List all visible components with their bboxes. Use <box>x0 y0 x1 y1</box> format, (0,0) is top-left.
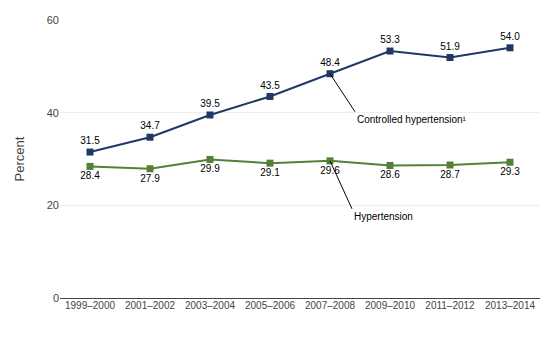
svg-text:2007–2008: 2007–2008 <box>305 300 355 311</box>
svg-text:29.3: 29.3 <box>500 166 520 177</box>
svg-text:28.4: 28.4 <box>80 170 100 181</box>
svg-text:40: 40 <box>47 107 59 119</box>
svg-text:51.9: 51.9 <box>440 41 460 52</box>
svg-text:27.9: 27.9 <box>140 173 160 184</box>
svg-text:Percent: Percent <box>12 136 27 181</box>
svg-text:Hypertension: Hypertension <box>354 211 413 222</box>
svg-text:20: 20 <box>47 199 59 211</box>
svg-text:31.5: 31.5 <box>80 135 100 146</box>
svg-text:53.3: 53.3 <box>380 34 400 45</box>
svg-text:0: 0 <box>53 292 59 304</box>
svg-text:60: 60 <box>47 14 59 26</box>
svg-text:2001–2002: 2001–2002 <box>125 300 175 311</box>
svg-text:29.9: 29.9 <box>200 163 220 174</box>
svg-text:54.0: 54.0 <box>500 31 520 42</box>
svg-text:2011–2012: 2011–2012 <box>425 300 475 311</box>
svg-text:48.4: 48.4 <box>320 57 340 68</box>
svg-text:2013–2014: 2013–2014 <box>485 300 535 311</box>
svg-text:43.5: 43.5 <box>260 80 280 91</box>
svg-text:29.6: 29.6 <box>320 165 340 176</box>
svg-text:1999–2000: 1999–2000 <box>65 300 115 311</box>
svg-text:2003–2004: 2003–2004 <box>185 300 235 311</box>
svg-text:Controlled hypertension¹: Controlled hypertension¹ <box>357 114 467 125</box>
svg-text:2005–2006: 2005–2006 <box>245 300 295 311</box>
svg-text:29.1: 29.1 <box>260 167 280 178</box>
svg-text:28.7: 28.7 <box>440 169 460 180</box>
svg-text:28.6: 28.6 <box>380 169 400 180</box>
svg-text:2009–2010: 2009–2010 <box>365 300 415 311</box>
svg-text:34.7: 34.7 <box>140 120 160 131</box>
svg-text:39.5: 39.5 <box>200 98 220 109</box>
